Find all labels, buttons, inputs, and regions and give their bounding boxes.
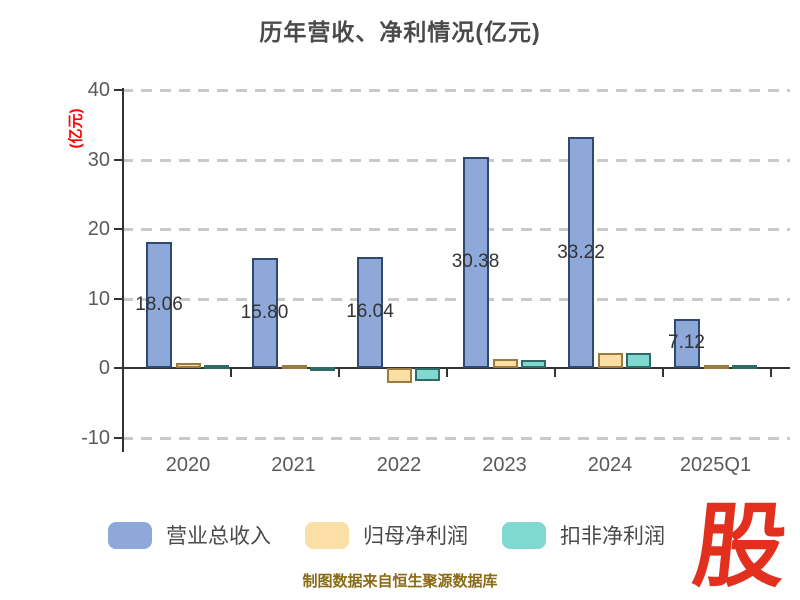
bar-value-label-2022: 16.04	[346, 301, 394, 323]
x-tick-label-2020: 2020	[165, 454, 211, 476]
y-tick--10	[114, 436, 122, 439]
x-tick-2022	[338, 368, 340, 377]
y-tick-label--10: -10	[81, 426, 110, 449]
bar-value-label-2021: 15.80	[240, 302, 289, 324]
y-tick-30	[114, 158, 122, 161]
y-tick-label-0: 0	[98, 357, 110, 379]
legend-swatch-net-profit-excl	[502, 521, 546, 549]
data-source-footer: 制图数据来自恒生聚源数据库	[302, 573, 498, 590]
bar-net-profit-2025Q1	[703, 364, 729, 369]
gridline-y-10	[122, 436, 790, 440]
x-tick-end	[770, 368, 772, 377]
bar-value-label-2025Q1: 7.12	[668, 332, 705, 354]
x-tick-2021	[230, 368, 232, 377]
x-tick-label-2022: 2022	[376, 454, 422, 476]
bar-net-profit-2022	[387, 368, 412, 384]
gridline-y20	[122, 228, 790, 231]
y-tick-label-20: 20	[87, 218, 110, 240]
legend-item-net-profit: 归母净利润	[305, 520, 468, 550]
x-tick-2025Q1	[662, 368, 664, 377]
bar-revenue-2020	[146, 242, 172, 368]
bar-revenue-2023	[462, 156, 489, 368]
legend-label-revenue: 营业总收入	[166, 525, 271, 548]
legend-item-revenue: 营业总收入	[108, 520, 271, 550]
bar-net-profit-2020	[176, 363, 201, 368]
bar-net-profit-excl-2025Q1	[731, 364, 757, 369]
x-tick-label-2025Q1: 2025Q1	[679, 454, 752, 476]
bar-revenue-2025Q1	[673, 318, 700, 368]
y-tick-label-40: 40	[87, 79, 110, 101]
x-axis-line	[122, 367, 790, 369]
bar-revenue-2021	[251, 258, 278, 368]
bar-value-label-2023: 30.38	[451, 251, 500, 273]
bar-net-profit-excl-2020	[204, 364, 229, 369]
legend-label-net-profit-excl: 扣非净利润	[560, 525, 665, 548]
bar-revenue-2024	[568, 137, 594, 368]
x-tick-2023	[446, 368, 448, 377]
x-tick-label-2023: 2023	[482, 454, 527, 476]
gridline-y10	[122, 297, 790, 301]
chart-title: 历年营收、净利情况(亿元)	[259, 19, 541, 45]
bar-net-profit-excl-2023	[520, 359, 546, 368]
gridline-y30	[122, 158, 790, 162]
legend-item-net-profit-excl: 扣非净利润	[502, 520, 665, 550]
y-tick-0	[114, 367, 122, 369]
y-tick-20	[114, 228, 122, 230]
bar-net-profit-excl-2024	[626, 353, 651, 368]
bar-value-label-2020: 18.06	[135, 294, 183, 316]
legend-label-net-profit: 归母净利润	[363, 525, 468, 548]
legend-swatch-revenue	[108, 521, 152, 549]
bar-net-profit-2021	[281, 364, 307, 369]
bar-value-label-2024: 33.22	[557, 241, 605, 263]
bar-net-profit-excl-2021	[309, 366, 335, 371]
y-tick-10	[114, 297, 122, 300]
legend: 营业总收入 归母净利润 扣非净利润	[108, 519, 687, 551]
y-tick-label-10: 10	[87, 287, 110, 310]
bar-net-profit-excl-2022	[415, 368, 440, 382]
bar-net-profit-2024	[598, 352, 623, 368]
gridline-y40	[122, 89, 790, 92]
y-tick-40	[114, 89, 122, 91]
bar-revenue-2022	[357, 256, 383, 368]
x-tick-label-2021: 2021	[271, 454, 316, 476]
x-tick-2020	[122, 368, 124, 377]
x-tick-2024	[554, 368, 556, 377]
x-tick-label-2024: 2024	[587, 454, 633, 476]
legend-swatch-net-profit	[305, 521, 349, 549]
bar-net-profit-2023	[492, 358, 518, 368]
logo-card: 股	[686, 496, 794, 598]
y-tick-label-30: 30	[87, 148, 110, 171]
y-axis-line	[122, 88, 124, 452]
